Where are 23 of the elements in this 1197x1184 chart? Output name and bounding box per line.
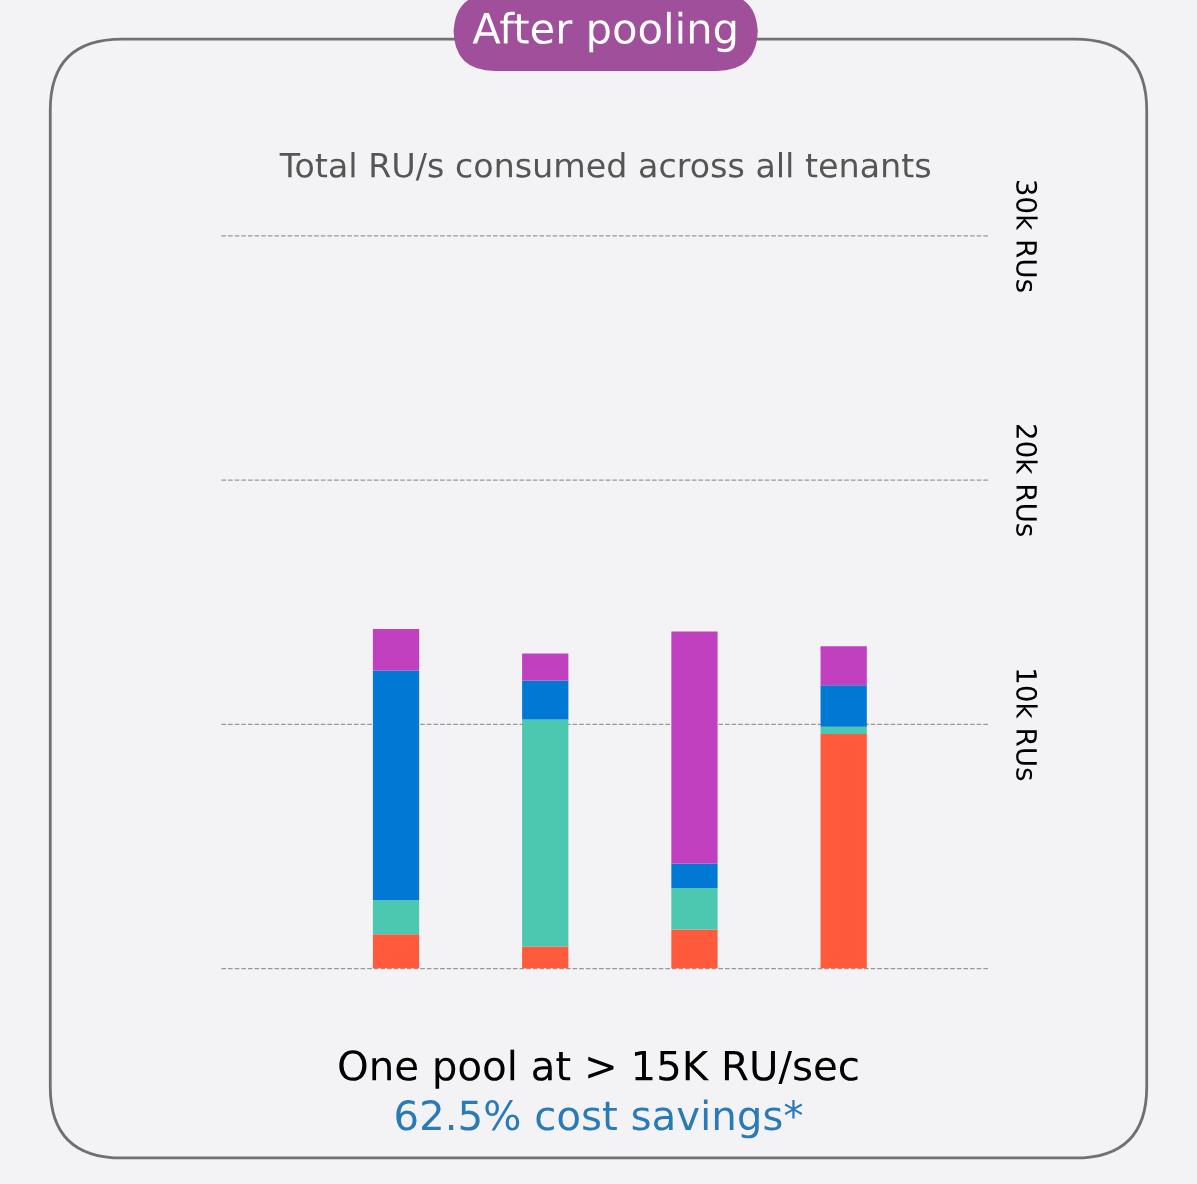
bar xyxy=(372,670,420,901)
y-tick-label: 10k RUs xyxy=(1016,670,1038,781)
text: 62.5% cost savings* xyxy=(396,1099,803,1139)
bar xyxy=(671,863,718,888)
bar xyxy=(372,629,420,671)
bar xyxy=(671,631,718,864)
bar xyxy=(522,653,569,681)
bar xyxy=(820,685,867,727)
bar xyxy=(671,887,718,930)
bar xyxy=(671,929,718,969)
chart-title: After pooling xyxy=(472,11,736,53)
bar xyxy=(372,934,420,969)
y-tick-label: 20k RUs xyxy=(1016,425,1038,536)
bar xyxy=(522,719,569,947)
bar xyxy=(820,726,867,735)
bar xyxy=(522,680,569,720)
text: One pool at > 15K RU/sec xyxy=(339,1049,858,1089)
chart-subtitle: Total RU/s consumed across all tenants xyxy=(279,152,931,181)
bar xyxy=(522,946,569,969)
y-tick-label: 30k RUs xyxy=(1016,180,1038,292)
bar xyxy=(372,900,420,935)
bar xyxy=(820,646,867,686)
bar xyxy=(820,734,867,969)
